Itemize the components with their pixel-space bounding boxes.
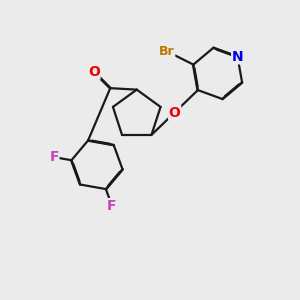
Text: O: O (169, 106, 181, 119)
Text: Br: Br (159, 45, 175, 58)
Text: F: F (107, 199, 117, 213)
Text: N: N (232, 50, 243, 64)
Text: F: F (49, 150, 59, 164)
Text: O: O (88, 65, 100, 79)
